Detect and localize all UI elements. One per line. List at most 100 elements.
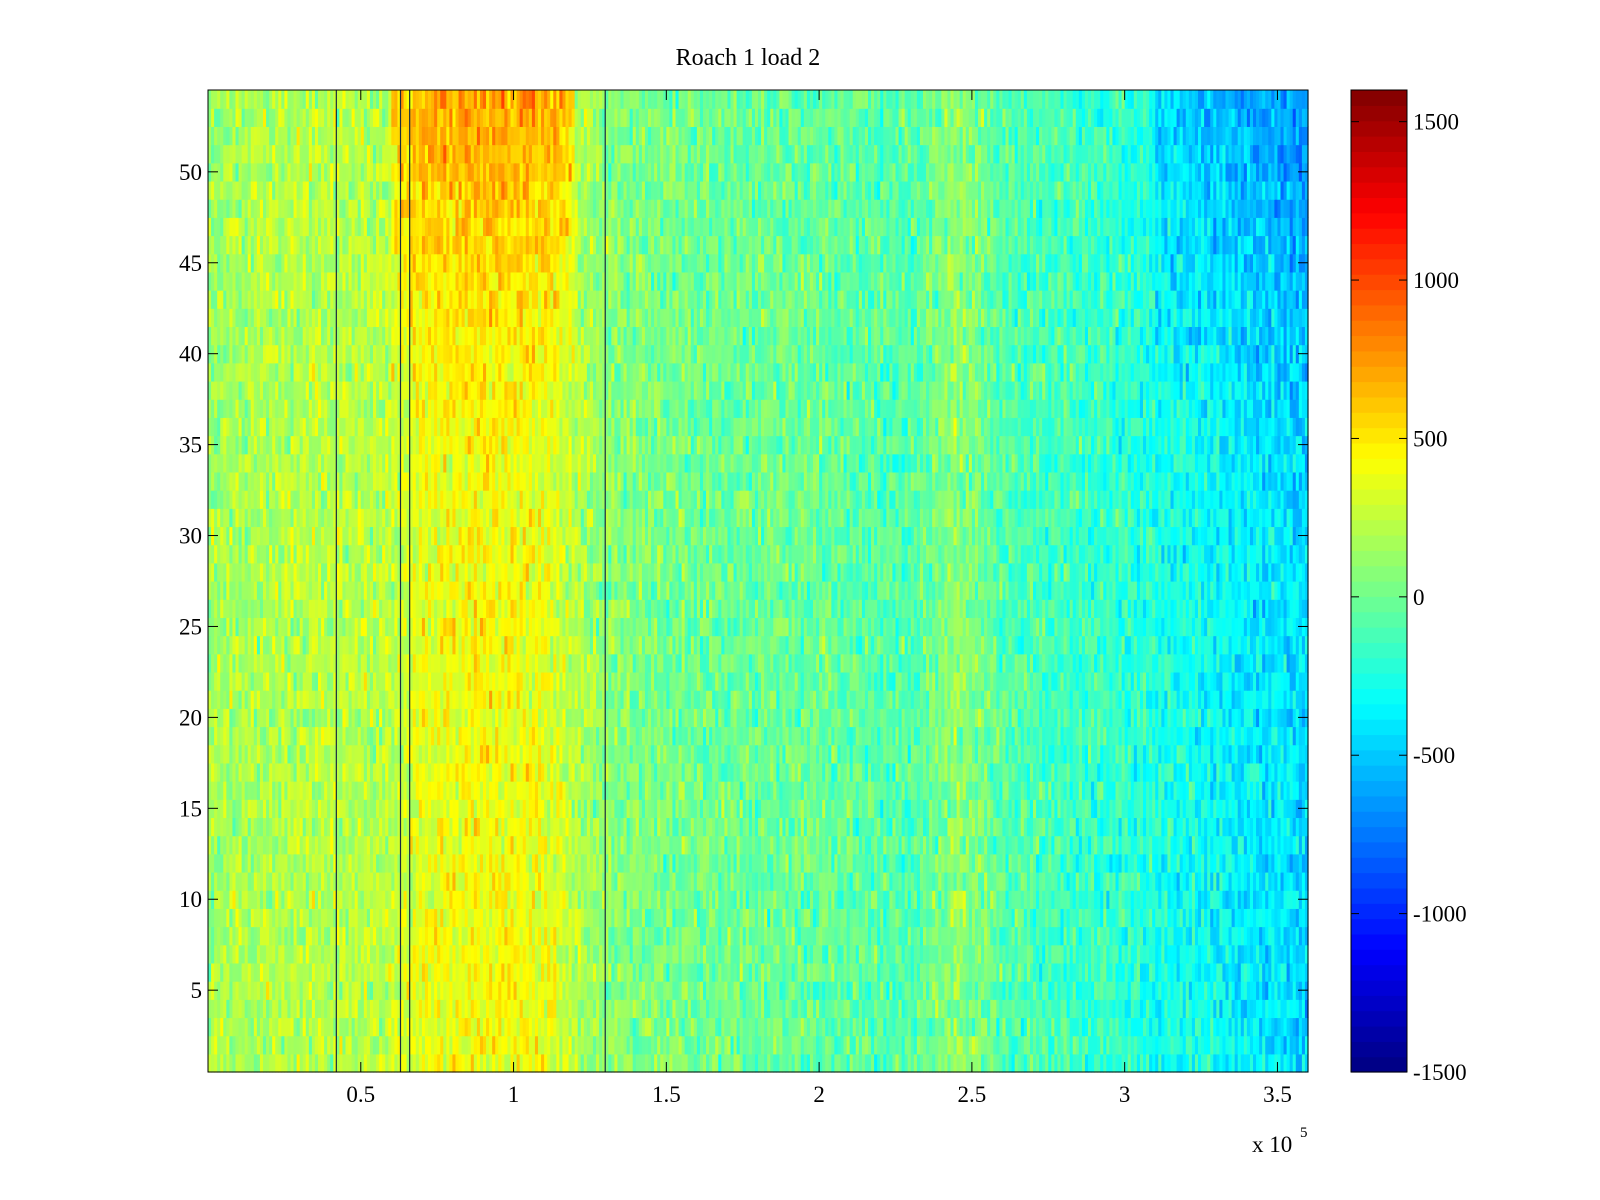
heatmap-cell <box>822 908 826 928</box>
heatmap-cell <box>852 926 857 946</box>
heatmap-cell <box>1231 1035 1236 1055</box>
heatmap-cell <box>721 926 725 946</box>
heatmap-cell <box>699 981 704 1000</box>
heatmap-cell <box>678 999 683 1019</box>
heatmap-cell <box>479 944 484 964</box>
heatmap-cell <box>822 1035 826 1055</box>
heatmap-cell <box>864 981 869 1000</box>
heatmap-cell <box>819 908 823 928</box>
heatmap-cell <box>1277 944 1282 964</box>
heatmap-cell <box>1283 926 1288 946</box>
heatmap-cell <box>611 871 615 891</box>
heatmap-cell <box>758 999 762 1019</box>
heatmap-cell <box>577 999 582 1019</box>
heatmap-cell <box>715 981 719 1000</box>
heatmap-cell <box>834 1017 839 1037</box>
heatmap-cell <box>916 999 921 1019</box>
heatmap-cell <box>259 962 264 982</box>
heatmap-cell <box>483 871 487 891</box>
heatmap-cell <box>314 1035 319 1055</box>
heatmap-cell <box>968 926 973 946</box>
heatmap-cell <box>391 962 395 982</box>
heatmap-cell <box>1249 1053 1254 1073</box>
heatmap-cell <box>816 890 820 909</box>
heatmap-cell <box>861 944 866 964</box>
heatmap-cell <box>586 890 591 909</box>
heatmap-cell <box>1173 981 1178 1000</box>
heatmap-cell <box>599 944 603 964</box>
heatmap-cell <box>516 1053 521 1073</box>
heatmap-cell <box>489 999 493 1019</box>
heatmap-cell <box>620 926 625 946</box>
heatmap-cell <box>754 962 759 982</box>
heatmap-cell <box>1069 999 1074 1019</box>
heatmap-cell <box>354 1017 359 1037</box>
heatmap-cell <box>730 999 735 1019</box>
heatmap-cell <box>1017 944 1022 964</box>
heatmap-cell <box>1023 1035 1028 1055</box>
heatmap-cell <box>892 944 897 964</box>
heatmap-cell <box>507 926 512 946</box>
heatmap-cell <box>483 926 487 946</box>
heatmap-cell <box>724 1035 729 1055</box>
heatmap-cell <box>626 1035 631 1055</box>
heatmap-cell <box>1118 999 1123 1019</box>
heatmap-cell <box>953 999 958 1019</box>
heatmap-cell <box>614 962 619 982</box>
heatmap-cell <box>263 871 267 891</box>
heatmap-cell <box>748 981 753 1000</box>
heatmap-cell <box>431 981 435 1000</box>
heatmap-cell <box>825 944 829 964</box>
heatmap-cell <box>935 999 939 1019</box>
heatmap-cell <box>1304 1035 1309 1055</box>
heatmap-cell <box>1179 944 1184 964</box>
heatmap-cell <box>1072 962 1077 982</box>
heatmap-cell <box>263 1035 267 1055</box>
heatmap-cell <box>1277 999 1282 1019</box>
heatmap-cell <box>1118 981 1123 1000</box>
heatmap-cell <box>388 890 392 909</box>
heatmap-cell <box>635 1035 640 1055</box>
heatmap-cell <box>1234 1035 1239 1055</box>
heatmap-cell <box>678 962 683 982</box>
heatmap-cell <box>1008 944 1013 964</box>
heatmap-cell <box>871 944 875 964</box>
heatmap-cell <box>1063 1035 1068 1055</box>
heatmap-cell <box>852 1053 857 1073</box>
heatmap-cell <box>299 999 304 1019</box>
heatmap-cell <box>1271 908 1275 928</box>
heatmap-cell <box>369 962 374 982</box>
heatmap-cell <box>1280 908 1285 928</box>
heatmap-cell <box>489 908 493 928</box>
heatmap-cell <box>666 981 670 1000</box>
heatmap-cell <box>1237 1035 1242 1055</box>
heatmap-cell <box>880 926 884 946</box>
heatmap-cell <box>562 1053 567 1073</box>
heatmap-cell <box>366 962 371 982</box>
heatmap-cell <box>507 962 512 982</box>
heatmap-cell <box>1042 908 1046 928</box>
heatmap-cell <box>547 890 551 909</box>
heatmap-cell <box>944 999 949 1019</box>
heatmap-cell <box>849 1017 854 1037</box>
heatmap-cell <box>660 981 664 1000</box>
heatmap-cell <box>1054 944 1059 964</box>
heatmap-cell <box>1191 908 1196 928</box>
heatmap-cell <box>727 1017 732 1037</box>
heatmap-cell <box>556 999 560 1019</box>
heatmap-cell <box>1231 981 1236 1000</box>
heatmap-cell <box>602 871 606 891</box>
heatmap-cell <box>1289 944 1294 964</box>
heatmap-cell <box>266 981 270 1000</box>
heatmap-cell <box>250 1035 255 1055</box>
heatmap-cell <box>651 908 655 928</box>
heatmap-cell <box>605 999 609 1019</box>
heatmap-cell <box>232 908 237 928</box>
heatmap-cell <box>629 1053 634 1073</box>
heatmap-cell <box>574 871 579 891</box>
heatmap-cell <box>479 908 484 928</box>
heatmap-cell <box>1210 908 1214 928</box>
heatmap-cell <box>321 944 325 964</box>
heatmap-cell <box>1106 999 1110 1019</box>
heatmap-cell <box>330 871 334 891</box>
